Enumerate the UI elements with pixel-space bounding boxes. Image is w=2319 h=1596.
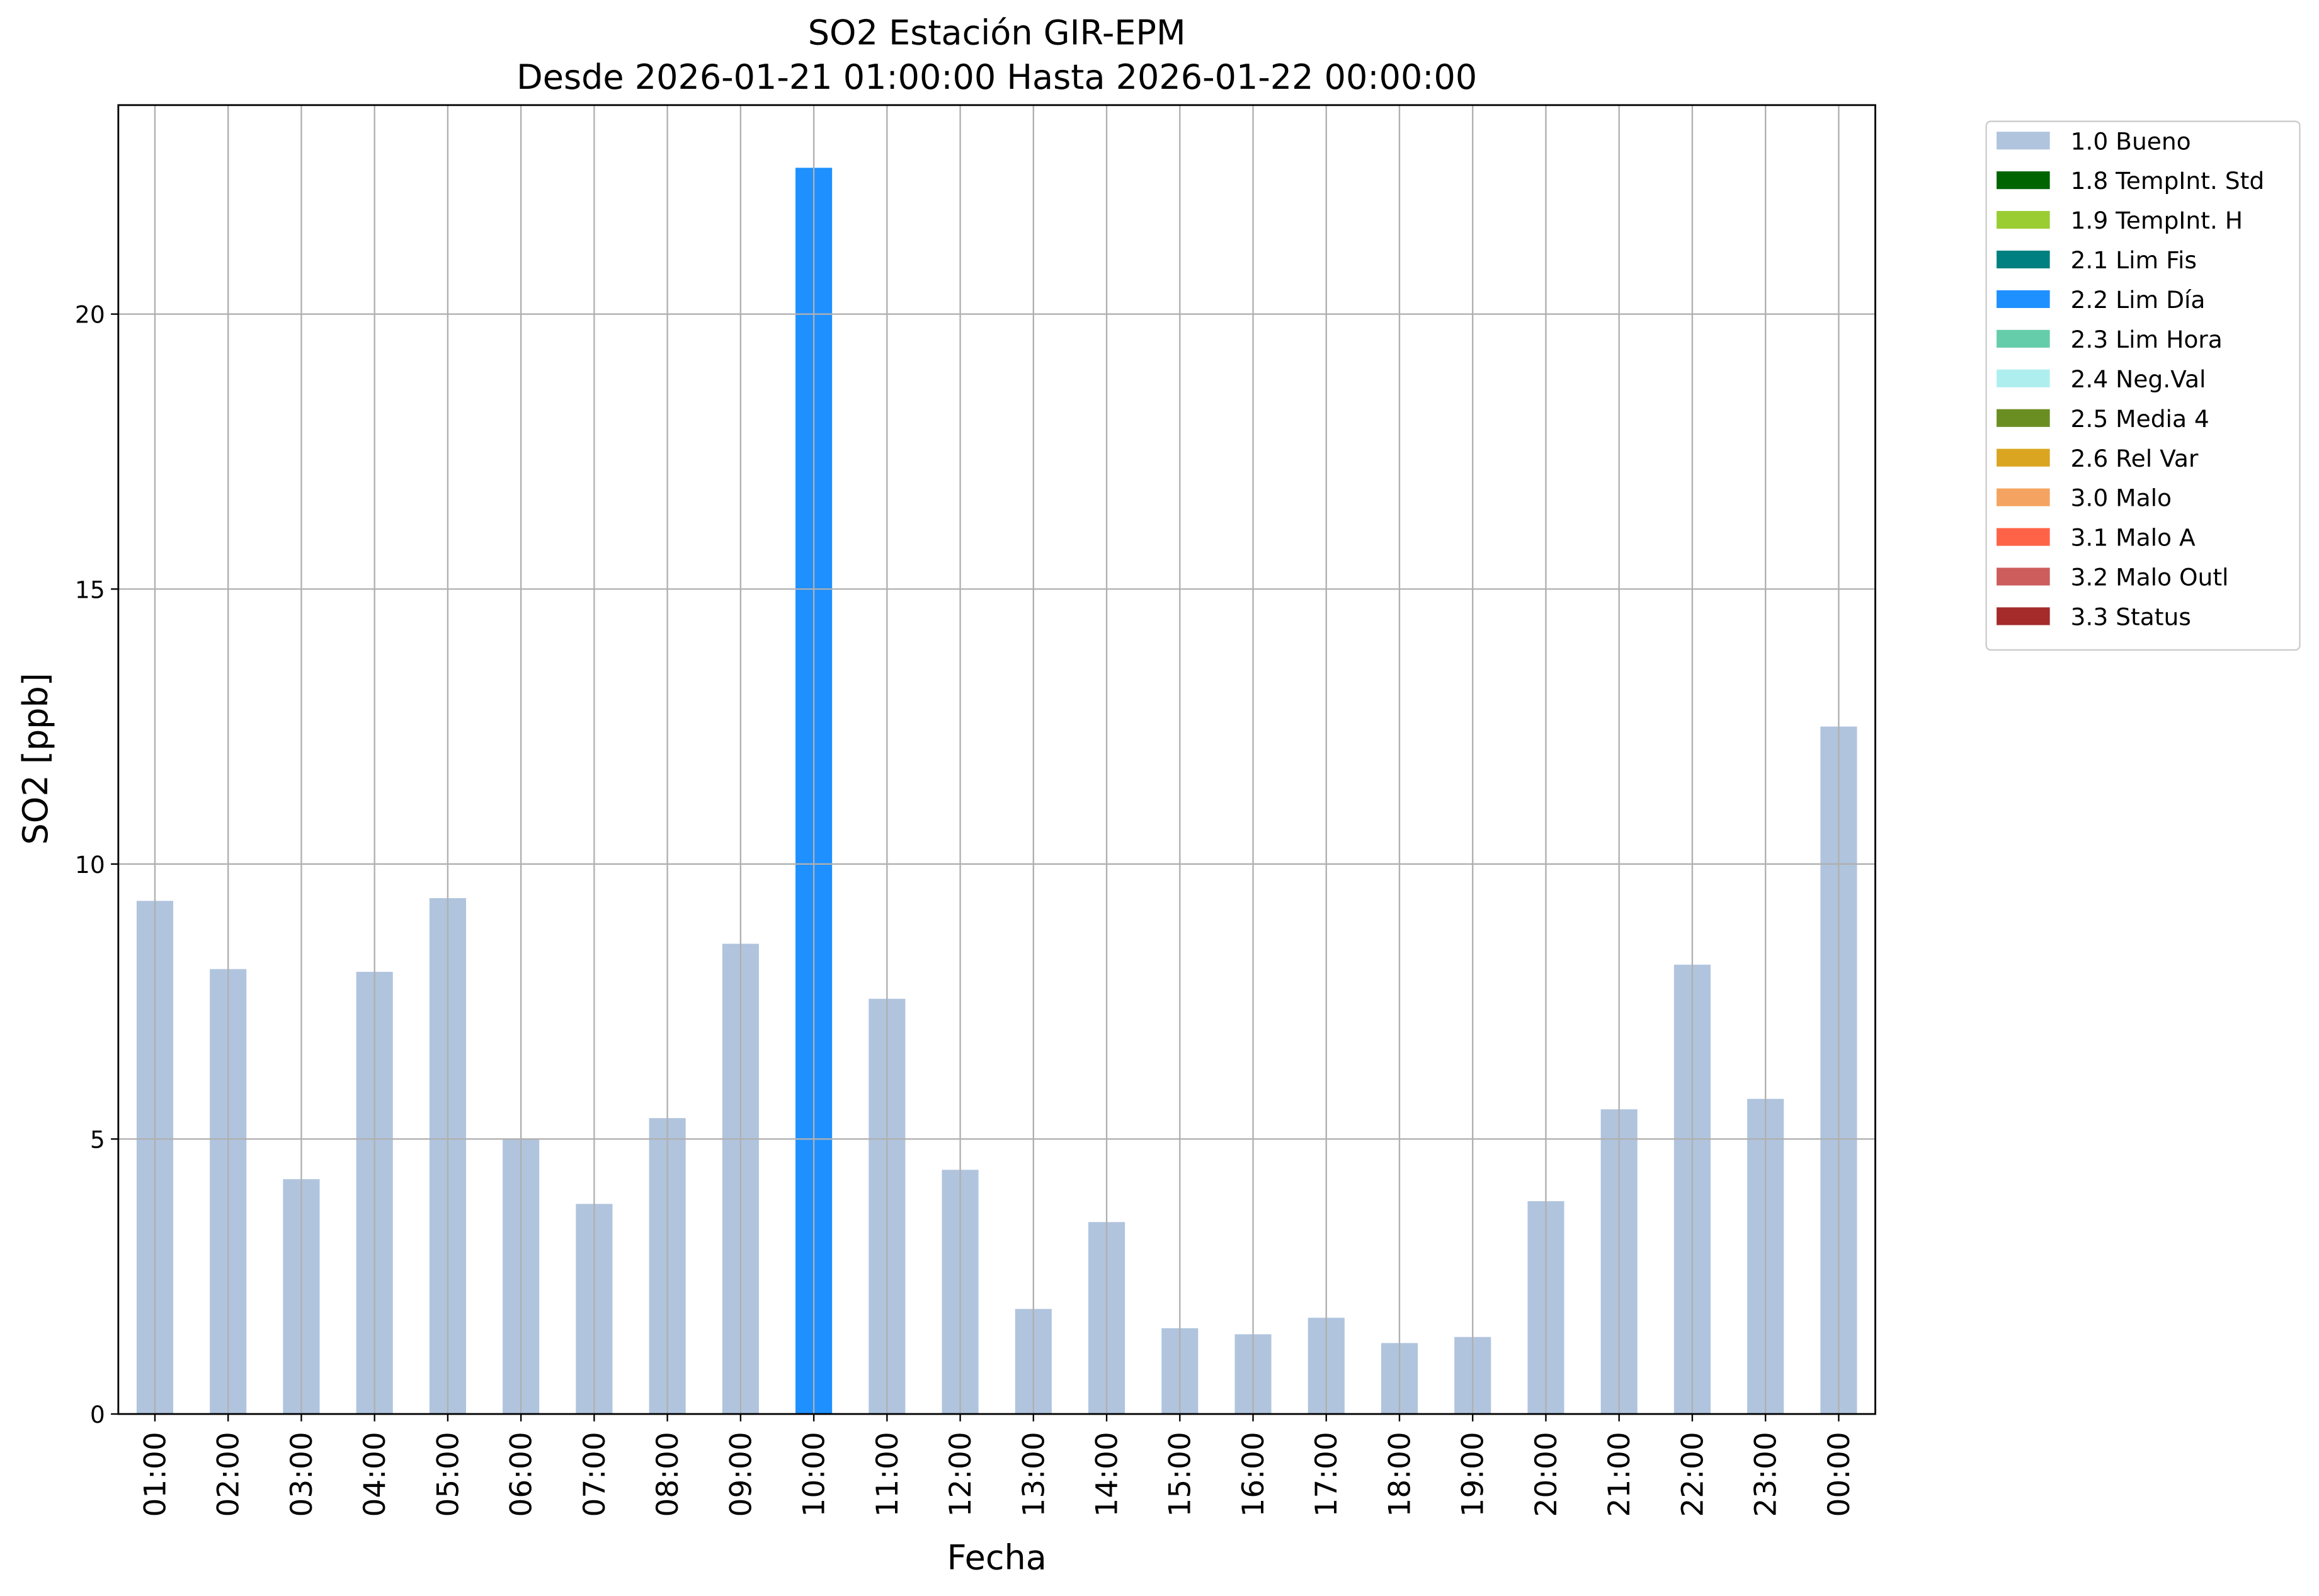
x-tick-label: 14:00 — [1090, 1432, 1124, 1517]
x-tick-label: 02:00 — [212, 1432, 246, 1517]
legend-label: 2.6 Rel Var — [2071, 445, 2199, 472]
x-tick-label: 23:00 — [1749, 1432, 1784, 1517]
legend-label: 3.1 Malo A — [2071, 524, 2196, 552]
legend-label: 3.0 Malo — [2071, 484, 2172, 512]
legend-label: 3.2 Malo Outl — [2071, 564, 2229, 591]
legend-swatch — [1997, 528, 2050, 546]
x-tick-label: 21:00 — [1602, 1432, 1637, 1517]
x-tick-label: 05:00 — [431, 1432, 465, 1517]
x-tick-label: 03:00 — [285, 1432, 319, 1517]
legend-swatch — [1997, 250, 2050, 269]
x-tick-label: 04:00 — [358, 1432, 392, 1517]
legend-swatch — [1997, 369, 2050, 387]
y-tick-label: 10 — [75, 851, 105, 879]
legend-swatch — [1997, 607, 2050, 625]
x-tick-label: 06:00 — [504, 1432, 539, 1517]
legend-swatch — [1997, 448, 2050, 467]
chart-title: SO2 Estación GIR-EPM — [808, 13, 1186, 53]
legend-label: 2.4 Neg.Val — [2071, 365, 2206, 393]
legend-swatch — [1997, 567, 2050, 586]
x-tick-label: 08:00 — [651, 1432, 685, 1517]
x-tick-label: 09:00 — [724, 1432, 758, 1517]
y-axis-label: SO2 [ppb] — [16, 673, 55, 845]
x-tick-label: 12:00 — [943, 1432, 978, 1517]
x-tick-label: 20:00 — [1529, 1432, 1564, 1517]
x-tick-label: 19:00 — [1456, 1432, 1491, 1517]
x-tick-label: 15:00 — [1163, 1432, 1198, 1517]
legend-label: 1.0 Bueno — [2071, 127, 2191, 155]
y-tick-label: 15 — [75, 576, 105, 603]
chart-subtitle: Desde 2026-01-21 01:00:00 Hasta 2026-01-… — [516, 57, 1477, 97]
legend-label: 2.3 Lim Hora — [2071, 326, 2223, 353]
legend-swatch — [1997, 171, 2050, 190]
x-tick-label: 10:00 — [797, 1432, 832, 1517]
legend-label: 2.1 Lim Fis — [2071, 246, 2197, 274]
y-tick-label: 5 — [90, 1126, 105, 1154]
legend-swatch — [1997, 329, 2050, 348]
x-tick-label: 01:00 — [138, 1432, 173, 1517]
x-tick-label: 17:00 — [1309, 1432, 1344, 1517]
legend-label: 3.3 Status — [2071, 603, 2191, 630]
x-tick-label: 07:00 — [578, 1432, 612, 1517]
legend-swatch — [1997, 488, 2050, 506]
x-tick-label: 16:00 — [1236, 1432, 1271, 1517]
legend-swatch — [1997, 132, 2050, 150]
legend-swatch — [1997, 290, 2050, 309]
legend-label: 1.9 TempInt. H — [2071, 207, 2243, 234]
x-tick-label: 18:00 — [1382, 1432, 1417, 1517]
legend-label: 2.2 Lim Día — [2071, 286, 2206, 314]
legend-swatch — [1997, 210, 2050, 229]
legend-label: 2.5 Media 4 — [2071, 405, 2209, 433]
x-tick-label: 00:00 — [1822, 1432, 1857, 1517]
legend-box — [1985, 120, 2301, 651]
legend-swatch — [1997, 409, 2050, 427]
legend-label: 1.8 TempInt. Std — [2071, 167, 2265, 195]
x-tick-label: 11:00 — [870, 1432, 905, 1517]
y-tick-label: 20 — [75, 301, 105, 329]
y-tick-label: 0 — [90, 1401, 105, 1428]
x-tick-label: 13:00 — [1017, 1432, 1051, 1517]
x-axis-label: Fecha — [947, 1538, 1047, 1578]
plot-frame — [117, 104, 1876, 1415]
x-tick-label: 22:00 — [1675, 1432, 1710, 1517]
